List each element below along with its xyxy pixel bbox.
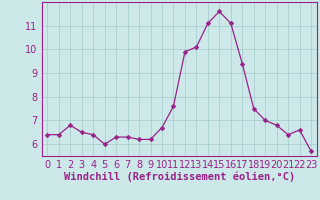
X-axis label: Windchill (Refroidissement éolien,°C): Windchill (Refroidissement éolien,°C) [64,172,295,182]
